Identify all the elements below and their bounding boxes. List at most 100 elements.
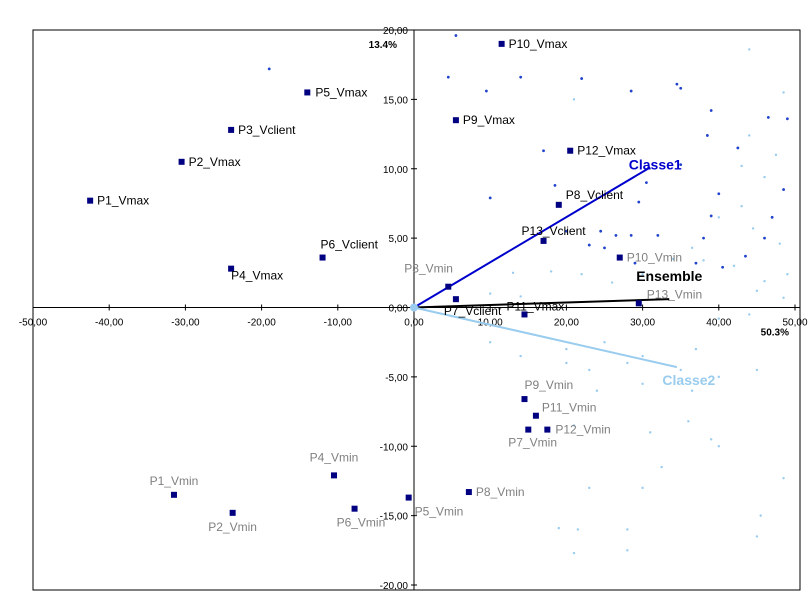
x-tick-label: -20,00 xyxy=(247,318,276,329)
point-label: P8_Vclient xyxy=(566,188,624,202)
y-tick-label: -5,00 xyxy=(385,373,408,384)
individual-dot-light xyxy=(641,354,644,358)
ticks-layer: -50,00 -40,00 -30,00 -20,00 -10,00 0,00 10,00 2… xyxy=(19,26,808,592)
individual-dot xyxy=(454,34,458,37)
point-label: P3_Vclient xyxy=(238,123,296,137)
x-tick-label: -50,00 xyxy=(19,318,48,329)
individual-dot-light xyxy=(717,317,720,320)
points-layer: P1_Vmax P2_Vmax P3_Vclient P4_Vmax P5_Vmax P6… xyxy=(87,37,702,534)
point-marker xyxy=(228,126,235,133)
individual-dot xyxy=(629,233,633,237)
point-label: P1_Vmin xyxy=(150,474,199,488)
individual-dot xyxy=(519,75,523,79)
individual-dot-light xyxy=(565,361,568,365)
vector-ensemble xyxy=(413,298,670,309)
individual-dot xyxy=(679,163,683,166)
individual-dot-light xyxy=(603,340,606,344)
vector-classe2 xyxy=(413,306,678,369)
individual-dot-light xyxy=(572,98,576,101)
individual-dot xyxy=(446,75,450,79)
x-tick-label: 40,00 xyxy=(706,318,731,329)
x-tick-label: -10,00 xyxy=(324,318,353,329)
individual-dot-light xyxy=(641,486,644,490)
individual-dot-light xyxy=(717,375,720,379)
individual-dot xyxy=(705,134,709,137)
individual-dot-light xyxy=(572,424,576,427)
point-label: P2_Vmin xyxy=(208,520,257,534)
individual-dot xyxy=(721,265,725,269)
individual-dot-light xyxy=(641,273,644,276)
y-tick-label: 20,00 xyxy=(383,26,408,37)
y-tick-label: 0,00 xyxy=(389,304,409,315)
point-label: P12_Vmax xyxy=(577,144,636,158)
individual-dot xyxy=(645,181,648,185)
point-marker xyxy=(521,396,528,403)
point-marker xyxy=(178,158,185,165)
x-tick-label: -30,00 xyxy=(171,318,200,329)
point-marker xyxy=(330,472,337,479)
y-tick-label: 15,00 xyxy=(383,95,408,106)
individual-dot xyxy=(694,261,698,265)
individual-dot xyxy=(675,82,679,86)
individual-dot xyxy=(679,86,683,90)
individual-dot xyxy=(766,116,770,119)
individual-dot-light xyxy=(588,368,591,372)
individual-dot-light xyxy=(690,246,694,250)
individual-dot-light xyxy=(763,175,766,179)
individual-dot xyxy=(565,229,568,233)
point-marker xyxy=(319,254,326,261)
individual-dot-light xyxy=(740,164,743,168)
point-marker xyxy=(351,505,358,512)
individual-dot xyxy=(770,215,774,219)
point-label: P10_Vmin xyxy=(627,251,682,265)
individual-dot-light xyxy=(610,281,614,284)
individual-dot-light xyxy=(557,526,560,530)
point-label: P11_Vmin xyxy=(542,401,596,415)
individual-dot-light xyxy=(786,273,789,276)
individual-dot xyxy=(614,233,618,237)
individual-dot-light xyxy=(489,340,492,344)
individual-dot-light xyxy=(595,389,599,392)
x-tick-label: 0,00 xyxy=(404,318,424,329)
individual-dot-light xyxy=(626,549,629,552)
individual-dot-light xyxy=(511,271,515,275)
individual-dot xyxy=(785,117,789,121)
individual-dot-light xyxy=(580,273,583,276)
point-label: P2_Vmax xyxy=(189,155,241,169)
point-marker xyxy=(445,283,452,290)
point-marker xyxy=(540,237,547,244)
point-marker xyxy=(465,489,472,496)
y-tick-label: -20,00 xyxy=(380,581,409,592)
point-marker xyxy=(452,117,459,124)
individual-dot xyxy=(736,146,740,150)
point-label: P13_Vmin xyxy=(647,287,702,301)
point-label: P9_Vmax xyxy=(463,113,515,127)
point-label: P6_Vmin xyxy=(337,516,386,530)
individual-dot xyxy=(744,254,747,258)
individual-dot-light xyxy=(687,278,690,281)
point-label: P7_Vclient xyxy=(444,304,502,318)
individual-dot-light xyxy=(755,289,759,293)
point-marker xyxy=(544,426,551,433)
individual-dot-light xyxy=(748,48,751,51)
individual-dot-light xyxy=(782,91,785,94)
individual-dot-light xyxy=(763,279,766,283)
individual-dot xyxy=(763,236,766,240)
individual-dot xyxy=(709,214,713,218)
point-marker xyxy=(405,494,412,501)
point-label: P1_Vmax xyxy=(97,194,149,208)
individual-dot-light xyxy=(588,486,591,490)
point-label: P7_Vmin xyxy=(508,436,557,450)
individual-dot-light xyxy=(751,227,755,230)
point-label: P9_Vmin xyxy=(524,378,573,392)
individual-dot-light xyxy=(641,382,644,386)
individual-dot xyxy=(542,149,545,153)
y-axis-variance-label: 13.4% xyxy=(369,40,397,51)
y-tick-label: 10,00 xyxy=(383,165,408,176)
point-label: P4_Vmax xyxy=(231,269,283,283)
individual-dot xyxy=(782,188,785,191)
individual-dot-light xyxy=(690,389,694,392)
individual-dot xyxy=(603,246,606,250)
individual-dot-light xyxy=(519,354,522,358)
vector-classe1 xyxy=(413,166,651,309)
